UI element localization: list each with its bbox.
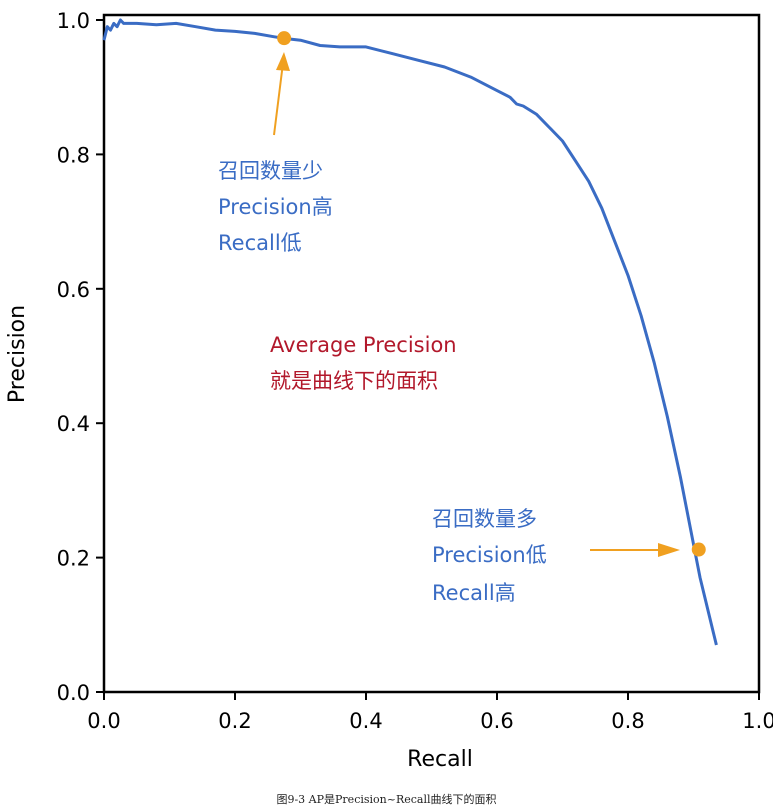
plot-frame bbox=[102, 13, 761, 694]
y-tick-label: 0.4 bbox=[57, 412, 90, 436]
x-tick-label: 0.4 bbox=[349, 709, 382, 733]
annotation-low-recall-line1: 召回数量少 bbox=[218, 159, 323, 183]
figure-caption: 图9-3 AP是Precision~Recall曲线下的面积 bbox=[276, 793, 497, 806]
x-tick-label: 1.0 bbox=[742, 709, 773, 733]
annotation-high-recall-line1: 召回数量多 bbox=[432, 507, 537, 531]
annotation-low-recall-line2: Precision高 bbox=[218, 195, 333, 219]
highlight-points bbox=[277, 31, 706, 557]
arrow-bottom bbox=[590, 543, 680, 557]
annotation-high-recall-line3: Recall高 bbox=[432, 581, 516, 605]
annotation-low-recall: 召回数量少 Precision高 Recall低 bbox=[218, 159, 333, 255]
annotation-high-recall: 召回数量多 Precision低 Recall高 bbox=[432, 507, 547, 605]
y-tick-label: 1.0 bbox=[57, 9, 90, 33]
x-tick-label: 0.8 bbox=[611, 709, 644, 733]
arrow-top bbox=[273, 52, 290, 136]
annotation-high-recall-line2: Precision低 bbox=[432, 543, 547, 567]
y-tick-label: 0.0 bbox=[57, 681, 90, 705]
x-axis-label: Recall bbox=[407, 747, 473, 772]
pr-curve-line bbox=[102, 18, 718, 646]
y-axis-label: Precision bbox=[5, 305, 30, 403]
x-tick-label: 0.2 bbox=[218, 709, 251, 733]
pr-curve-chart: 0.0 0.2 0.4 0.6 0.8 1.0 0.0 0.2 0.4 0.6 0.8 1.0 召回… bbox=[5, 9, 773, 772]
highlight-point bbox=[277, 31, 292, 46]
annotation-low-recall-line3: Recall低 bbox=[218, 231, 302, 255]
x-axis-ticks: 0.0 0.2 0.4 0.6 0.8 1.0 bbox=[87, 692, 773, 733]
annotation-ap: Average Precision 就是曲线下的面积 bbox=[270, 333, 457, 393]
y-tick-label: 0.2 bbox=[57, 547, 90, 571]
x-tick-label: 0.0 bbox=[87, 709, 120, 733]
y-tick-label: 0.6 bbox=[57, 278, 90, 302]
annotation-ap-line2: 就是曲线下的面积 bbox=[270, 369, 438, 393]
y-axis-ticks: 0.0 0.2 0.4 0.6 0.8 1.0 bbox=[57, 9, 104, 705]
y-tick-label: 0.8 bbox=[57, 143, 90, 167]
highlight-point bbox=[691, 542, 706, 557]
annotation-ap-line1: Average Precision bbox=[270, 333, 457, 357]
x-tick-label: 0.6 bbox=[480, 709, 513, 733]
